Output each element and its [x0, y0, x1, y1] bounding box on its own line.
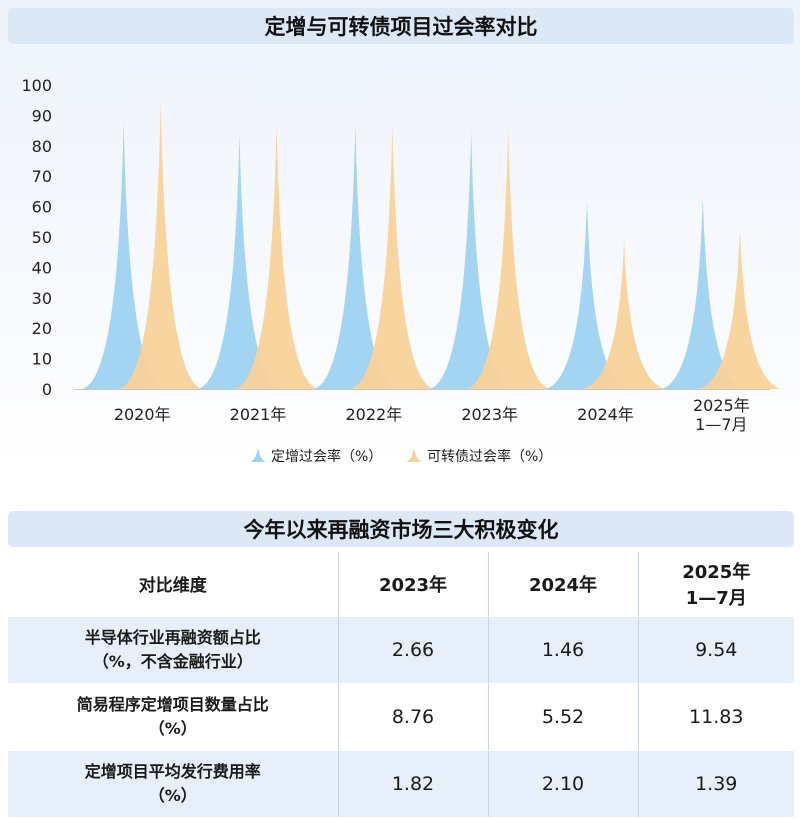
table-header-row: 对比维度 2023年 2024年 2025年 1—7月 [8, 552, 794, 617]
x-tick-label: 2021年 [230, 405, 287, 424]
row-label-line: （%） [148, 785, 197, 805]
series-peak-kezhuanzhai [697, 227, 782, 389]
series-peak-dingzeng [429, 130, 514, 389]
row-label: 定增项目平均发行费用率 （%） [8, 750, 338, 818]
series-peak-kezhuanzhai [466, 127, 551, 389]
y-tick-label: 30 [32, 289, 52, 308]
y-tick-label: 20 [32, 319, 52, 338]
peak-area-chart: 0 10 20 30 40 50 60 70 80 90 100 2020年 2021年 2022年 202… [21, 76, 782, 465]
cell-2024: 2.10 [487, 750, 638, 818]
series-peak-dingzeng [313, 124, 398, 390]
x-tick-label: 2024年 [577, 405, 634, 424]
row-label-line: （%） [148, 718, 197, 738]
table-row: 简易程序定增项目数量占比 （%） 8.76 5.52 11.83 [8, 683, 794, 751]
table-row: 半导体行业再融资额占比 （%，不含金融行业） 2.66 1.46 9.54 [8, 616, 794, 684]
row-label-line: 简易程序定增项目数量占比 [76, 694, 269, 714]
x-tick-label: 1—7月 [695, 415, 747, 434]
legend-dingzeng-label: 定增过会率（%） [271, 448, 382, 465]
comparison-table: 对比维度 2023年 2024年 2025年 1—7月 半导体行业再融资额占比 （… [8, 552, 794, 818]
series-peak-kezhuanzhai [350, 124, 435, 390]
row-label-line: （%，不含金融行业） [92, 651, 253, 671]
x-tick-label: 2023年 [461, 405, 518, 424]
series-peak-kezhuanzhai [118, 100, 203, 389]
legend-kezhuanzhai-swatch [406, 447, 422, 462]
cell-2023: 8.76 [337, 683, 488, 751]
header-2023: 2023年 [337, 552, 488, 617]
cell-2025: 9.54 [637, 616, 794, 684]
row-label: 半导体行业再融资额占比 （%，不含金融行业） [8, 616, 338, 684]
cell-2023: 1.82 [337, 750, 488, 818]
cell-2025: 11.83 [637, 683, 794, 751]
x-tick-label: 2025年 [693, 396, 750, 415]
y-tick-label: 10 [32, 350, 52, 369]
legend-kezhuanzhai-label: 可转债过会率（%） [427, 448, 552, 465]
header-2024: 2024年 [487, 552, 638, 617]
header-2025: 2025年 1—7月 [637, 552, 794, 617]
series-peak-dingzeng [544, 200, 629, 389]
series-peak-kezhuanzhai [582, 240, 667, 389]
cell-2025: 1.39 [637, 750, 794, 818]
cell-2023: 2.66 [337, 616, 488, 684]
y-tick-label: 50 [32, 228, 52, 247]
cell-2024: 1.46 [487, 616, 638, 684]
cell-2024: 5.52 [487, 683, 638, 751]
row-label-line: 半导体行业再融资额占比 [84, 627, 261, 647]
y-tick-label: 60 [32, 198, 52, 217]
y-tick-label: 0 [42, 380, 52, 399]
y-tick-label: 100 [21, 76, 52, 95]
x-tick-label: 2020年 [114, 405, 171, 424]
y-tick-label: 70 [32, 167, 52, 186]
chart-title: 定增与可转债项目过会率对比 [8, 8, 794, 44]
row-label: 简易程序定增项目数量占比 （%） [8, 683, 338, 751]
x-tick-label: 2022年 [345, 405, 402, 424]
series-peak-kezhuanzhai [234, 124, 319, 390]
series-peak-dingzeng [81, 121, 166, 389]
series-peak-dingzeng [197, 133, 282, 389]
row-label-line: 定增项目平均发行费用率 [84, 761, 261, 781]
table-title: 今年以来再融资市场三大积极变化 [8, 511, 794, 547]
y-tick-label: 90 [32, 106, 52, 125]
header-2025-line1: 2025年 [682, 561, 751, 583]
chart-background [0, 0, 800, 470]
table-row: 定增项目平均发行费用率 （%） 1.82 2.10 1.39 [8, 750, 794, 818]
y-tick-label: 40 [32, 258, 52, 277]
y-tick-label: 80 [32, 137, 52, 156]
series-peak-dingzeng [660, 197, 745, 389]
header-dimension: 对比维度 [8, 552, 338, 617]
legend-dingzeng-swatch [250, 447, 266, 462]
comparison-table-wrapper: 对比维度 2023年 2024年 2025年 1—7月 半导体行业再融资额占比 （… [8, 552, 794, 818]
header-2025-line2: 1—7月 [685, 587, 747, 609]
